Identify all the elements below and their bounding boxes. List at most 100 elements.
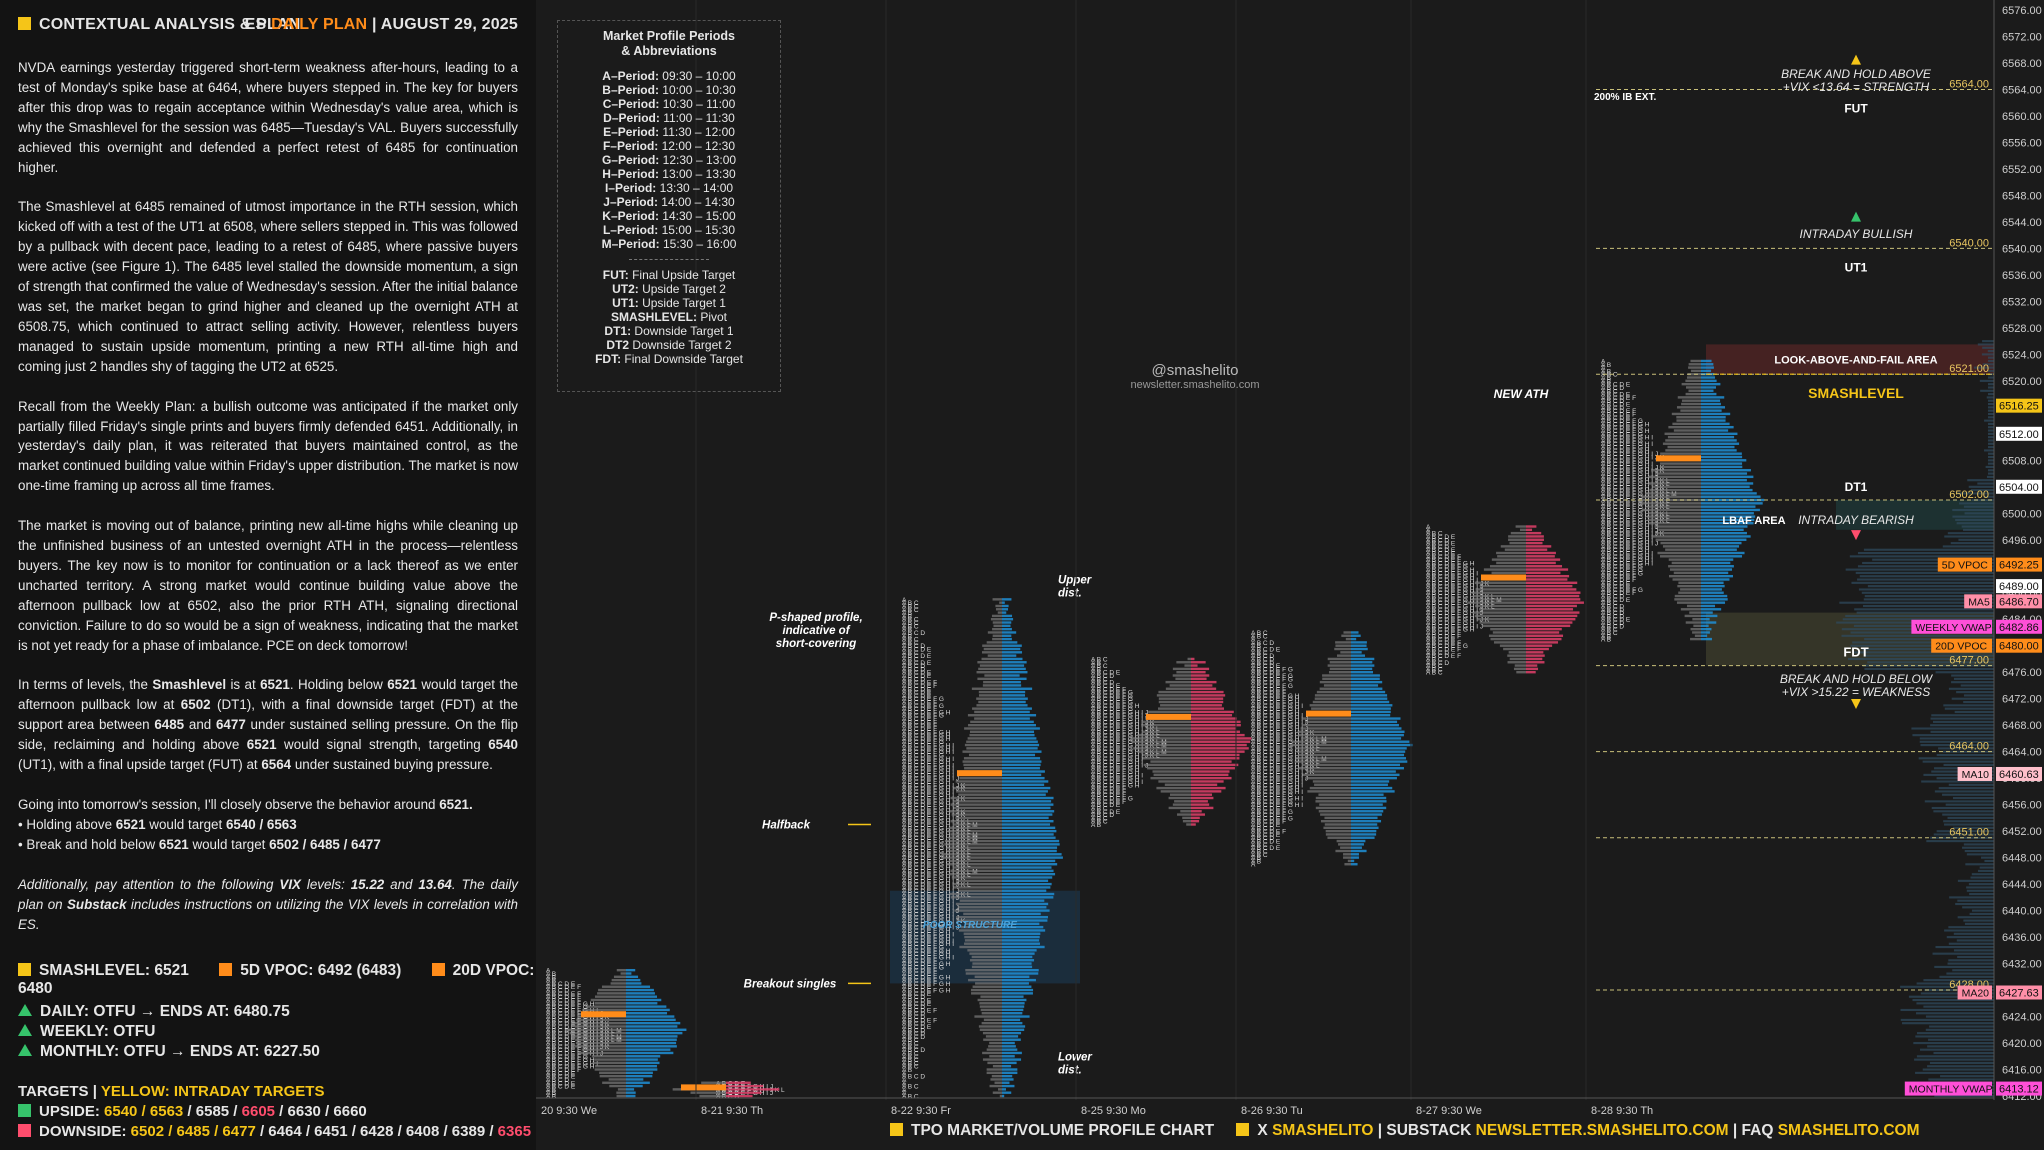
tpo-row: A B C D E F G H I J K L: [1426, 600, 1495, 607]
profile-bar: [1002, 922, 1040, 926]
profile-bar-delta: [1347, 859, 1351, 863]
profile-bar-delta: [1676, 601, 1701, 604]
volume-bar: [1960, 684, 1994, 687]
profile-bar-delta: [1657, 551, 1701, 555]
profile-bar-delta: [964, 942, 1002, 945]
profile-bar-delta: [1168, 796, 1191, 800]
tpo-row: A B C D: [1426, 660, 1449, 667]
profile-bar-delta: [964, 922, 1002, 926]
tpo-row: A B C D E F G H I: [902, 766, 954, 773]
profile-bar-delta: [992, 1091, 1002, 1094]
profile-bar: [1351, 843, 1364, 846]
profile-bar-delta: [1153, 773, 1191, 777]
profile-bar-delta: [954, 909, 1002, 912]
tpo-row: A B C D E F G H I J K L M: [1091, 743, 1167, 750]
profile-bar-delta: [955, 902, 1002, 906]
tpo-row: A B C D E: [1601, 617, 1631, 624]
tpo-row: A B C D E F G H I J K L: [1601, 498, 1670, 505]
tpo-row: A B C D E: [1251, 832, 1281, 839]
price-tick-label: 6540.00: [2002, 243, 2042, 255]
profile-bar-delta: [971, 687, 1002, 690]
x-handle-link[interactable]: SMASHELITO: [1272, 1122, 1374, 1139]
profile-bar-delta: [1335, 849, 1351, 853]
profile-bar: [626, 1038, 677, 1041]
bullet-above: • Holding above 6521 would target 6540 /…: [18, 816, 297, 832]
profile-bar: [1526, 581, 1578, 584]
profile-bar-delta: [1148, 710, 1191, 714]
tpo-row: A: [902, 1080, 907, 1087]
profile-bar: [1002, 863, 1058, 866]
volume-bar: [1988, 436, 1994, 439]
profile-bar: [1191, 790, 1222, 793]
volume-bar: [1988, 462, 1994, 465]
profile-bar-delta: [1673, 429, 1701, 432]
profile-bar: [1002, 1041, 1015, 1045]
profile-bar-delta: [963, 757, 1002, 760]
tpo-row: A B C D E F G: [1251, 676, 1293, 683]
profile-bar: [1002, 972, 1039, 975]
profile-bar: [1526, 601, 1584, 604]
profile-bar: [1701, 531, 1747, 535]
profile-bar: [1002, 661, 1027, 664]
tpo-row: A B C: [902, 1060, 919, 1067]
profile-bar: [1351, 806, 1387, 810]
profile-bar: [1002, 1025, 1026, 1028]
profile-bar-delta: [1694, 634, 1701, 637]
tpo-row: A B C D E F: [902, 680, 937, 687]
volume-bar: [1977, 482, 1994, 485]
tpo-row: A B C: [1426, 663, 1443, 670]
volume-bar: [1988, 429, 1994, 432]
tpo-row: A B C D E: [902, 1024, 932, 1031]
profile-bar: [1701, 634, 1708, 637]
tpo-row: A B C D E F G H I: [1251, 802, 1303, 809]
volume-bar: [1979, 379, 1994, 382]
tpo-row: A B C D E F: [1251, 812, 1286, 819]
profile-bar-delta: [1490, 637, 1526, 641]
profile-bar-delta: [1169, 684, 1191, 687]
chart-bg: [536, 0, 2044, 1150]
profile-bar: [1526, 618, 1576, 621]
legend-abbr-row: UT2: Upside Target 2: [612, 282, 726, 296]
profile-bar-delta: [1672, 578, 1701, 581]
profile-bar-delta: [1168, 806, 1191, 810]
tpo-row: A B C D: [546, 988, 569, 995]
profile-bar: [1002, 598, 1012, 601]
tpo-row: A B C D E F: [902, 1017, 937, 1024]
profile-bar: [1526, 667, 1539, 671]
profile-bar-delta: [1515, 525, 1526, 528]
profile-bar: [1351, 730, 1405, 733]
profile-bar-delta: [571, 1021, 626, 1025]
volume-bar: [1971, 873, 1994, 876]
volume-bar: [1951, 674, 1994, 677]
tpo-row: A B C D E F G: [902, 703, 944, 710]
badge-tag: [1931, 638, 1992, 653]
tpo-row: A B C D E F G H I J K L: [1601, 501, 1670, 508]
profile-bar-delta: [1319, 803, 1351, 806]
profile-bar-delta: [575, 1045, 626, 1048]
volume-bar: [1933, 833, 1994, 836]
volume-bar: [1849, 555, 1994, 558]
volume-bar: [1863, 548, 1994, 551]
legend-period-row: B–Period: 10:00 – 10:30: [602, 83, 736, 97]
profile-bar-delta: [610, 982, 626, 985]
profile-bar-delta: [1165, 687, 1191, 690]
volume-bar: [1935, 946, 1994, 949]
tpo-row: A B C D E F G H I: [902, 931, 954, 938]
profile-bar-delta: [1690, 369, 1701, 373]
profile-bar: [1351, 819, 1382, 823]
profile-bar: [1191, 793, 1213, 796]
tpo-row: A B C D E F G H I: [1091, 759, 1143, 766]
tpo-row: A B C D E F G: [1601, 570, 1643, 577]
profile-bar: [1351, 743, 1413, 747]
profile-bar-delta: [956, 919, 1002, 922]
profile-bar: [1191, 796, 1214, 800]
profile-bar-delta: [1340, 846, 1351, 849]
faq-link[interactable]: SMASHELITO.COM: [1777, 1122, 1920, 1139]
tpo-row: A B C D E F G: [1251, 666, 1293, 673]
tpo-row: A B C D E F: [1426, 557, 1461, 564]
substack-link[interactable]: NEWSLETTER.SMASHELITO.COM: [1475, 1122, 1729, 1139]
legend-period-row: D–Period: 11:00 – 11:30: [603, 111, 735, 125]
profile-bar-delta: [1305, 776, 1351, 780]
profile-bar: [626, 1015, 675, 1018]
profile-bar: [1002, 651, 1023, 654]
